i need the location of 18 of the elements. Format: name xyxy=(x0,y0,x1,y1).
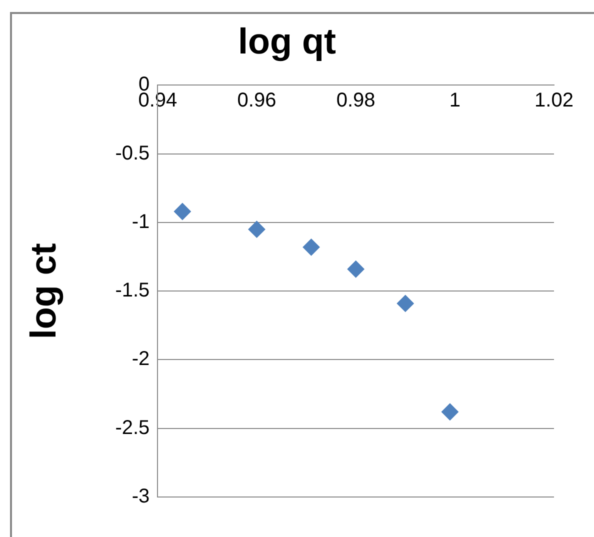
point xyxy=(248,220,266,238)
point xyxy=(347,260,364,278)
y-tick-label: -2.5 xyxy=(115,416,150,439)
y-tick-label: -2 xyxy=(132,348,150,370)
y-tick-label: -0.5 xyxy=(115,142,150,164)
x-tick-label: 0.96 xyxy=(237,90,276,112)
chart-title: log qt xyxy=(238,20,336,62)
point xyxy=(174,202,191,220)
y-axis-title: log ct xyxy=(22,243,64,340)
y-tick-label: -1 xyxy=(132,210,150,233)
y-tick-label: -3 xyxy=(132,486,150,508)
point xyxy=(302,238,320,256)
x-tick-label: 0.98 xyxy=(336,90,376,112)
point xyxy=(441,403,458,420)
point xyxy=(396,294,414,312)
x-tick-label: 1.02 xyxy=(534,90,574,112)
y-tick-label: -1.5 xyxy=(115,280,150,302)
x-tick-label: 1 xyxy=(449,90,460,112)
